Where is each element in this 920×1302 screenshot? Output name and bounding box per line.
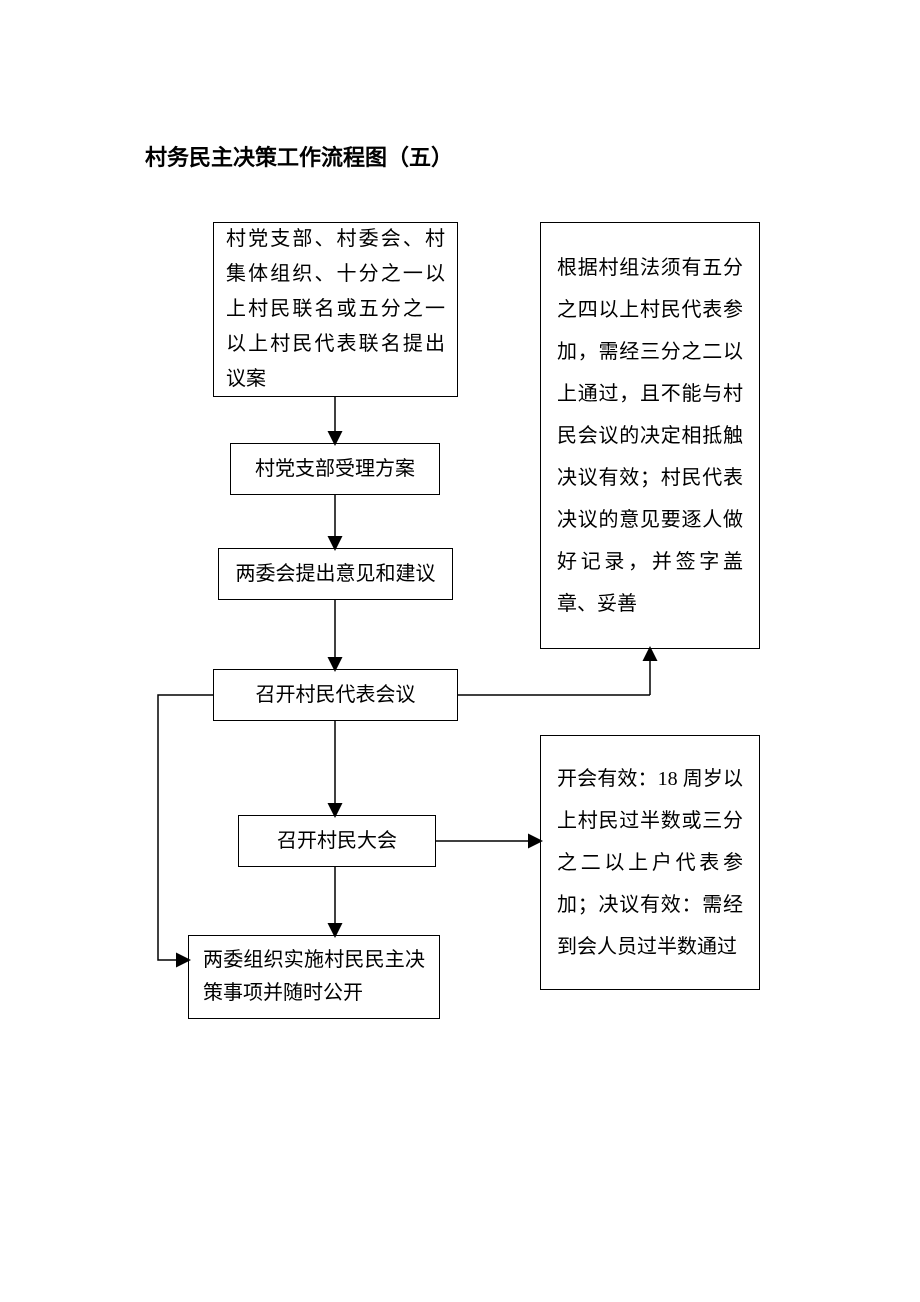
flowchart-node-text: 两委会提出意见和建议 (231, 559, 440, 589)
flowchart-node-text: 召开村民大会 (251, 826, 423, 856)
page-title: 村务民主决策工作流程图（五） (145, 140, 453, 172)
flowchart-node-n3: 两委会提出意见和建议 (218, 548, 453, 600)
flowchart-node-text: 召开村民代表会议 (226, 680, 445, 710)
flowchart-node-side2: 开会有效：18 周岁以上村民过半数或三分之二以上户代表参加；决议有效：需经到会人… (540, 735, 760, 990)
flowchart-node-text: 村党支部受理方案 (243, 454, 427, 484)
flowchart-node-text: 根据村组法须有五分之四以上村民代表参加，需经三分之二以上通过，且不能与村民会议的… (557, 247, 743, 625)
flowchart-node-n6: 两委组织实施村民民主决策事项并随时公开 (188, 935, 440, 1019)
flowchart-arrows (0, 0, 920, 1302)
flowchart-node-text: 两委组织实施村民民主决策事项并随时公开 (203, 944, 425, 1010)
flowchart-node-n5: 召开村民大会 (238, 815, 436, 867)
flowchart-node-side1: 根据村组法须有五分之四以上村民代表参加，需经三分之二以上通过，且不能与村民会议的… (540, 222, 760, 649)
flowchart-node-text: 开会有效：18 周岁以上村民过半数或三分之二以上户代表参加；决议有效：需经到会人… (557, 758, 743, 968)
flowchart-node-n1: 村党支部、村委会、村集体组织、十分之一以上村民联名或五分之一以上村民代表联名提出… (213, 222, 458, 397)
flowchart-node-n4: 召开村民代表会议 (213, 669, 458, 721)
flowchart-node-text: 村党支部、村委会、村集体组织、十分之一以上村民联名或五分之一以上村民代表联名提出… (226, 222, 445, 397)
flowchart-node-n2: 村党支部受理方案 (230, 443, 440, 495)
